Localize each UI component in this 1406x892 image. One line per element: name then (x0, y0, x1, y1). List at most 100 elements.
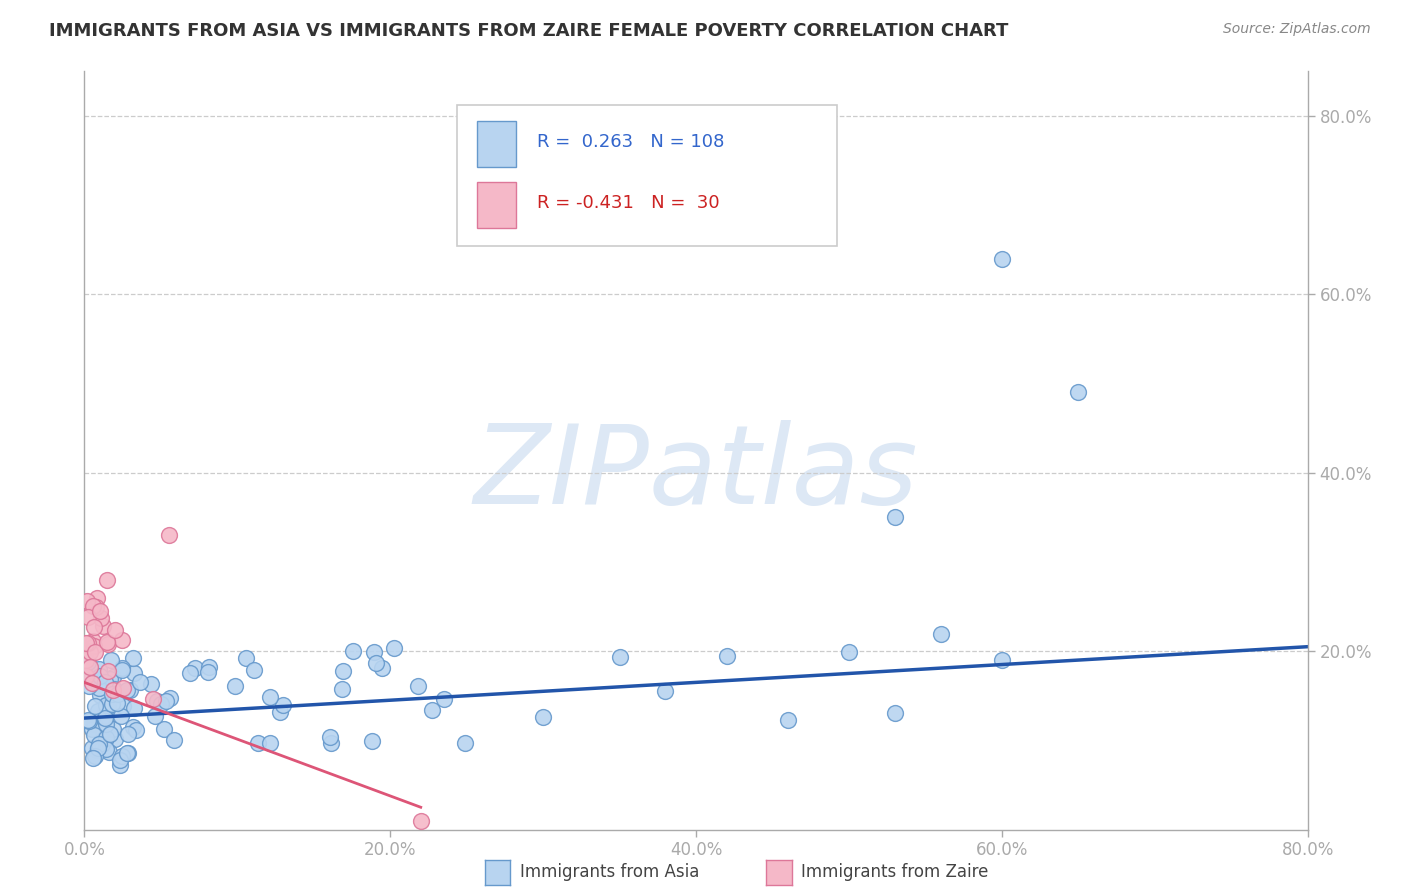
Point (269, 705, 291, 719)
Point (82, 750, 104, 764)
Point (929, 627, 952, 641)
Point (332, 664, 354, 678)
Point (82, 676, 104, 690)
Point (82, 599, 104, 614)
Point (76, 593, 98, 607)
Point (90, 737, 112, 751)
Point (145, 694, 167, 708)
Point (235, 650, 257, 665)
Point (382, 641, 405, 656)
Point (420, 702, 443, 716)
Point (100, 672, 122, 686)
Point (433, 692, 456, 706)
Point (87, 741, 110, 756)
Point (150, 697, 173, 711)
Point (105, 696, 128, 710)
Point (87, 737, 110, 751)
Point (75, 668, 97, 682)
Point (366, 656, 388, 670)
Point (122, 701, 145, 715)
Point (77, 609, 100, 624)
Point (83, 620, 105, 634)
Point (122, 651, 145, 665)
Point (319, 736, 342, 750)
Point (330, 681, 353, 696)
Point (991, 252, 1014, 266)
Point (271, 698, 294, 712)
Point (79, 645, 101, 659)
Point (224, 680, 246, 694)
Point (111, 698, 134, 713)
Point (361, 733, 384, 747)
Point (991, 653, 1014, 667)
Point (117, 727, 139, 741)
Point (124, 723, 146, 737)
Point (94, 711, 117, 725)
Point (84, 645, 107, 659)
Point (77, 655, 100, 669)
Point (90, 610, 112, 624)
FancyBboxPatch shape (477, 121, 516, 167)
Point (115, 746, 138, 760)
Point (179, 666, 201, 681)
Point (100, 653, 122, 667)
Point (80, 722, 103, 736)
Point (100, 687, 122, 701)
Point (259, 735, 281, 749)
Point (76, 636, 98, 650)
Point (84, 698, 107, 713)
Point (243, 663, 266, 677)
Point (110, 757, 132, 772)
Point (89, 688, 111, 702)
Point (142, 691, 165, 706)
Point (117, 682, 139, 697)
Point (609, 650, 631, 665)
FancyBboxPatch shape (457, 105, 837, 245)
Point (654, 683, 676, 698)
Point (247, 735, 270, 749)
Point (89, 669, 111, 683)
Point (98, 745, 121, 759)
Text: ZIPatlas: ZIPatlas (474, 420, 918, 526)
Point (111, 633, 134, 648)
Point (83, 639, 105, 653)
Point (75, 636, 97, 650)
Point (198, 660, 221, 674)
Point (97, 637, 120, 651)
Point (76, 713, 98, 727)
Point (118, 683, 141, 698)
Point (96, 634, 118, 648)
Point (94, 741, 117, 756)
Point (406, 679, 429, 693)
Point (319, 730, 342, 744)
Point (86, 743, 108, 757)
Point (94, 716, 117, 731)
Point (363, 645, 385, 659)
Point (143, 708, 166, 723)
Point (75, 653, 97, 667)
Point (342, 644, 364, 658)
Point (108, 753, 131, 767)
Point (94, 698, 117, 713)
Point (83, 728, 105, 742)
Point (122, 720, 145, 734)
Text: Source: ZipAtlas.com: Source: ZipAtlas.com (1223, 22, 1371, 37)
Point (1067, 385, 1090, 400)
Point (93, 724, 115, 739)
Point (86, 591, 108, 605)
Point (93, 717, 115, 731)
Point (107, 687, 129, 701)
Point (197, 665, 219, 679)
Text: Immigrants from Asia: Immigrants from Asia (520, 863, 700, 881)
Point (111, 749, 134, 764)
Point (111, 681, 134, 695)
Point (94, 704, 117, 718)
Point (159, 690, 181, 705)
Point (110, 709, 132, 723)
Point (111, 663, 134, 677)
Point (104, 623, 127, 637)
Point (97, 664, 120, 678)
Point (77, 714, 100, 728)
Point (83, 716, 105, 731)
Point (96, 699, 118, 714)
